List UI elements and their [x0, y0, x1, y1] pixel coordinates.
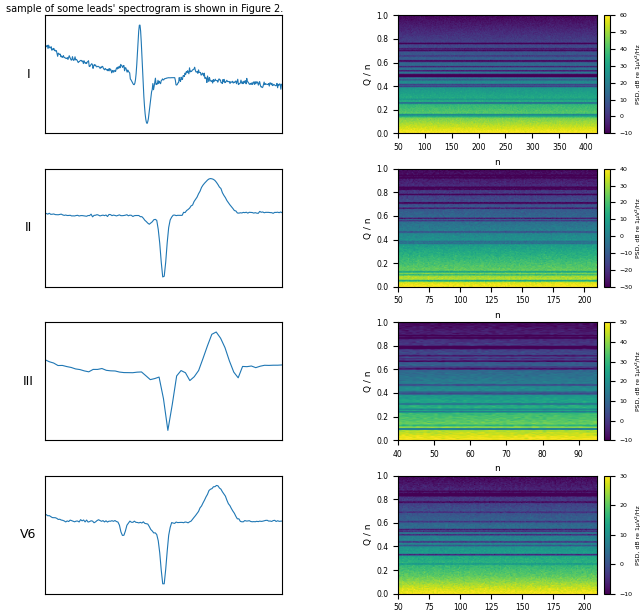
X-axis label: n: n [495, 465, 500, 474]
Y-axis label: Q / n: Q / n [364, 64, 373, 85]
Y-axis label: II: II [24, 222, 32, 234]
Y-axis label: I: I [26, 68, 30, 81]
Y-axis label: PSD, dB re 1μV²/Hz: PSD, dB re 1μV²/Hz [635, 45, 640, 104]
Y-axis label: Q / n: Q / n [364, 370, 373, 392]
Y-axis label: Q / n: Q / n [364, 217, 373, 239]
Y-axis label: PSD, dB re 1μV²/Hz: PSD, dB re 1μV²/Hz [635, 198, 640, 258]
X-axis label: n: n [495, 158, 500, 166]
Y-axis label: PSD, dB re 1μV²/Hz: PSD, dB re 1μV²/Hz [635, 505, 640, 564]
Y-axis label: PSD, dB re 1μV²/Hz: PSD, dB re 1μV²/Hz [635, 351, 640, 411]
Y-axis label: III: III [22, 375, 33, 387]
Text: sample of some leads' spectrogram is shown in Figure 2.: sample of some leads' spectrogram is sho… [6, 4, 284, 14]
Y-axis label: Q / n: Q / n [364, 524, 373, 545]
X-axis label: n: n [495, 311, 500, 320]
Y-axis label: V6: V6 [20, 528, 36, 541]
